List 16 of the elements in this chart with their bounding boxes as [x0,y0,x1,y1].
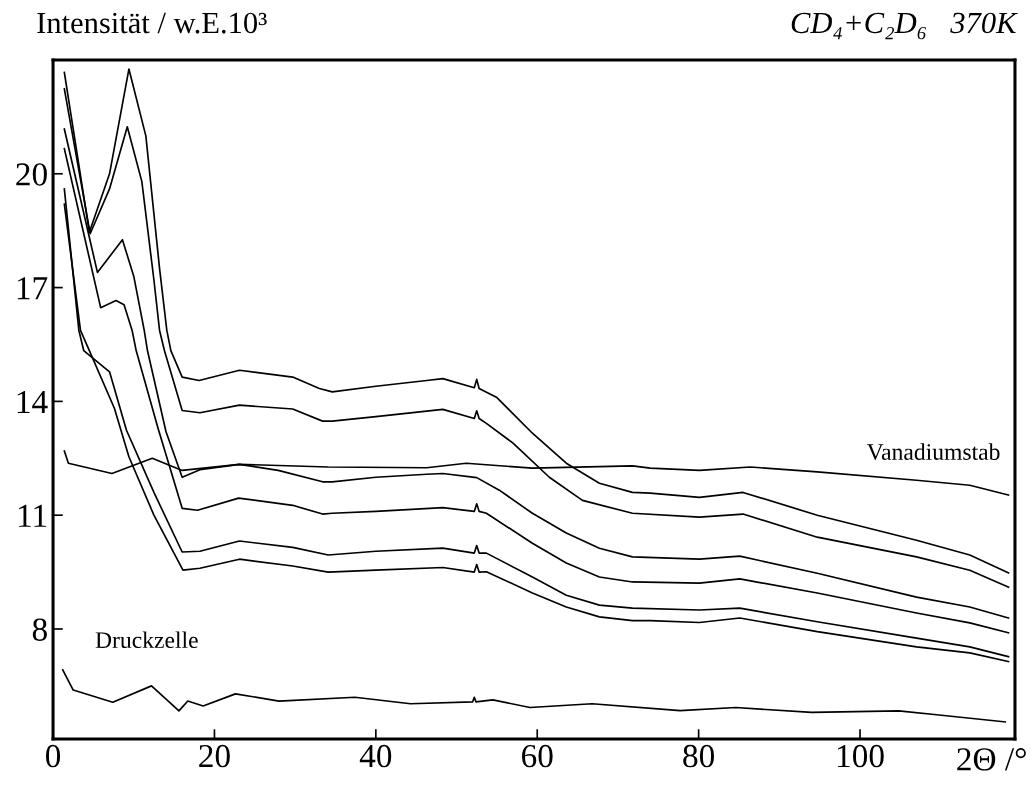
y-tick-label: 11 [19,504,47,527]
x-tick-label: 0 [45,744,61,768]
x-tick-label: 20 [199,744,230,768]
chart-title: CD₄+C₂D₆ 370K [791,12,1018,40]
x-tick-label: 80 [683,744,715,768]
y-tick-label: 17 [17,277,48,300]
y-tick-label: 14 [17,390,48,413]
series-label: Druckzelle [95,631,198,649]
series-label: Vanadiumstab [866,443,1000,461]
x-tick-label: 40 [359,744,392,768]
x-axis-title: 2Θ /° [957,748,1026,771]
x-tick-label: 60 [522,744,553,768]
y-tick-label: 20 [16,163,47,186]
x-tick-label: 100 [837,744,884,768]
y-tick-label: 8 [32,618,47,641]
y-axis-title: Intensität / w.E.10³ [37,12,267,34]
